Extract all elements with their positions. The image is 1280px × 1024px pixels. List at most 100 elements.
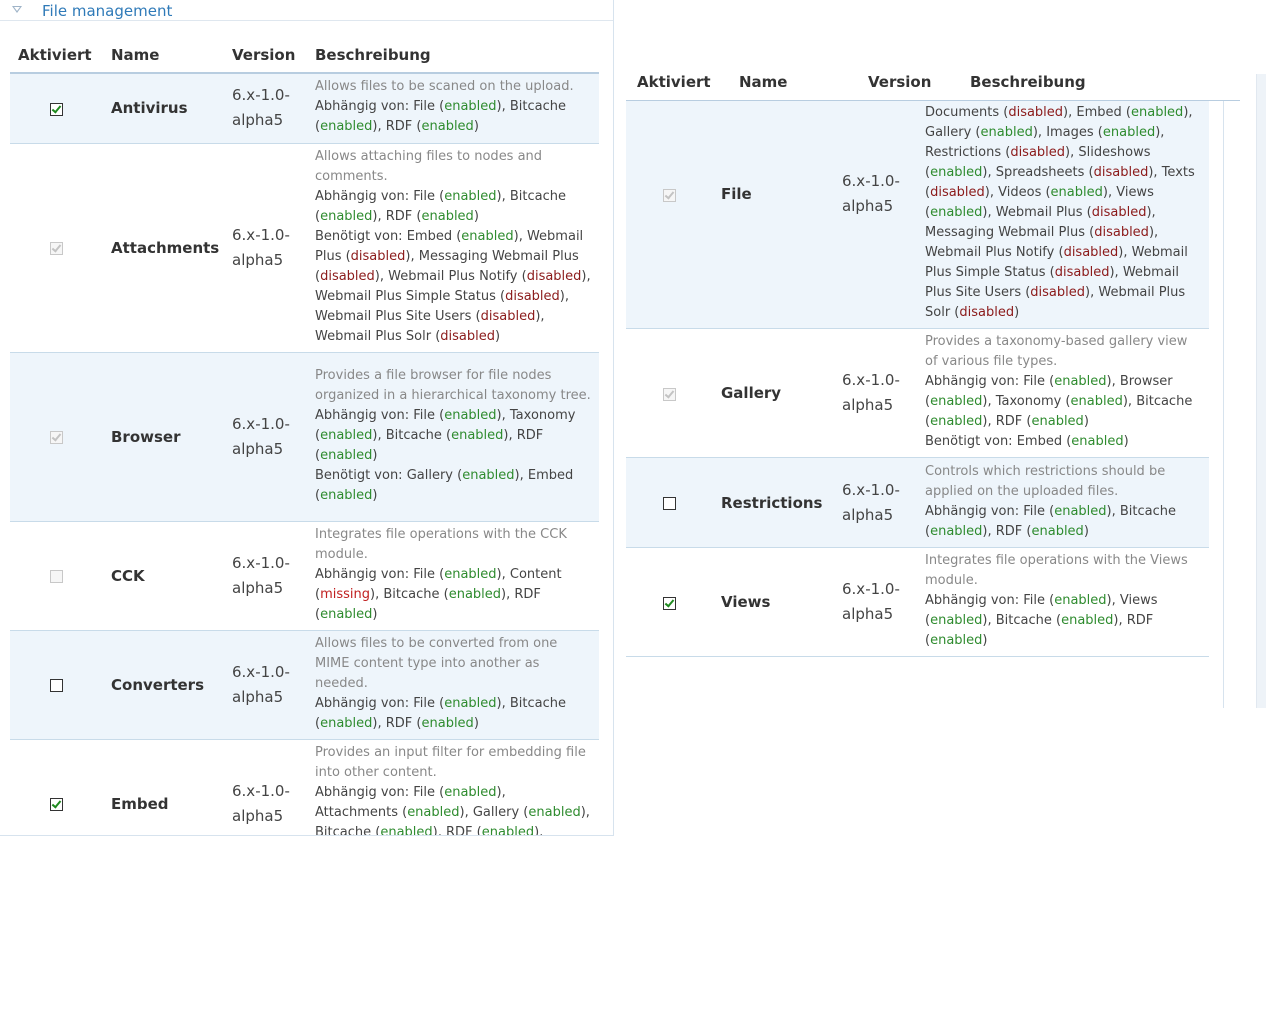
module-checkbox[interactable]: [50, 102, 63, 116]
depends-on-sep: ),: [534, 824, 544, 836]
required-by-module: Webmail Plus Solr (: [925, 285, 1186, 320]
required-by-module: Webmail Plus Site Users (: [315, 308, 481, 324]
depends-on-module: File (: [1023, 503, 1055, 519]
depends-on-status: enabled: [930, 523, 983, 539]
required-by-status: disabled: [1093, 165, 1149, 180]
required-by-sep: ),: [1148, 225, 1159, 240]
depends-on-sep: ),: [982, 523, 996, 539]
required-by-status: disabled: [350, 248, 406, 264]
required-by-sep: ),: [1109, 265, 1123, 280]
depends-on-module: Bitcache (: [995, 613, 1062, 628]
col-header-name[interactable]: Name: [103, 38, 224, 74]
col-header-description[interactable]: Beschreibung: [307, 38, 599, 74]
right-table-header: Aktiviert Name Version Beschreibung: [626, 70, 1240, 101]
module-name: CCK: [103, 521, 224, 631]
depends-on-status: enabled: [444, 695, 497, 711]
depends-on-sep: ): [372, 606, 378, 622]
required-by-module: Videos (: [998, 185, 1051, 200]
fieldset-legend-label[interactable]: File management: [42, 2, 173, 20]
module-checkbox[interactable]: [50, 679, 63, 692]
depends-on-status: enabled: [444, 407, 497, 423]
module-name: Restrictions: [713, 457, 834, 548]
collapse-triangle-icon[interactable]: [12, 6, 22, 13]
module-checkbox: [663, 387, 676, 401]
depends-on-module: Taxonomy (: [315, 407, 576, 443]
col-header-name-right[interactable]: Name: [739, 73, 788, 91]
table-row: Converters 6.x-1.0-alpha5 Allows files to …: [10, 630, 599, 740]
depends-on-label: Abhängig von:: [925, 503, 1024, 519]
depends-on-module: RDF (: [315, 586, 541, 622]
depends-on-sep: ),: [459, 804, 473, 820]
module-checkbox[interactable]: [50, 798, 63, 811]
depends-on-module: File (: [413, 566, 445, 582]
depends-on-sep: ),: [1106, 593, 1120, 608]
col-header-enabled-right[interactable]: Aktiviert: [637, 73, 711, 91]
depends-on-sep: ): [1083, 414, 1089, 429]
module-version: 6.x-1.0-alpha5: [224, 143, 307, 353]
depends-on-status: enabled: [1031, 414, 1084, 429]
required-by-status: disabled: [1010, 145, 1066, 160]
fieldset-legend[interactable]: File management: [0, 0, 613, 21]
depends-on-status: enabled: [1054, 503, 1107, 519]
module-description: Provides a file browser for file nodes o…: [307, 352, 599, 522]
module-checkbox[interactable]: [663, 497, 676, 510]
depends-on-sep: ): [1083, 523, 1089, 539]
required-by-module: Views (: [925, 185, 1154, 220]
depends-on-sep: ): [473, 119, 479, 135]
depends-on-status: enabled: [444, 188, 497, 204]
required-by-sep: ): [495, 328, 501, 344]
module-version: 6.x-1.0-alpha5: [224, 630, 307, 740]
left-module-panel: File management Aktiviert Name Version B…: [0, 0, 614, 836]
depends-on-module: File (: [1023, 374, 1055, 389]
module-checkbox[interactable]: [663, 596, 676, 610]
table-row: Gallery 6.x-1.0-alpha5 Provides a taxonomy…: [626, 328, 1209, 458]
required-by-sep: ),: [984, 185, 999, 200]
col-header-version-right[interactable]: Version: [868, 73, 932, 91]
required-by-sep: ),: [1065, 145, 1079, 160]
depends-on-line: Abhängig von: File (enabled), Content (m…: [315, 565, 591, 625]
col-header-version[interactable]: Version: [224, 38, 307, 74]
enabled-cell: [626, 70, 713, 329]
module-checkbox: [50, 431, 63, 444]
module-version: 6.x-1.0-alpha5: [834, 457, 917, 548]
col-header-enabled[interactable]: Aktiviert: [10, 38, 103, 74]
scrollbar-track[interactable]: [1256, 74, 1266, 708]
depends-on-sep: ),: [496, 99, 510, 115]
enabled-cell: [10, 521, 103, 631]
depends-on-label: Abhängig von:: [315, 188, 414, 204]
required-by-status: enabled: [930, 165, 983, 180]
depends-on-status: enabled: [320, 606, 373, 622]
depends-on-sep: ): [473, 715, 479, 731]
depends-on-status: enabled: [320, 447, 373, 463]
depends-on-status: enabled: [380, 824, 433, 836]
depends-on-sep: ),: [501, 586, 515, 602]
required-by-sep: ),: [1102, 185, 1117, 200]
depends-on-module: Taxonomy (: [995, 394, 1071, 409]
depends-on-status: enabled: [1061, 613, 1114, 628]
depends-on-line: Abhängig von: File (enabled), Views (ena…: [925, 591, 1201, 651]
depends-on-sep: ),: [1113, 613, 1127, 628]
depends-on-module: File (: [413, 188, 445, 204]
required-by-module: Texts (: [925, 165, 1195, 200]
required-by-module: Embed (: [406, 228, 462, 244]
table-row: Restrictions 6.x-1.0-alpha5 Controls which…: [626, 457, 1209, 548]
col-header-description-right[interactable]: Beschreibung: [970, 73, 1086, 91]
required-by-module: Webmail Plus Notify (: [925, 245, 1064, 260]
table-row: Views 6.x-1.0-alpha5 Integrates file opera…: [626, 547, 1209, 657]
module-name: Views: [713, 547, 834, 657]
required-by-module: Spreadsheets (: [995, 165, 1094, 180]
module-description: Allows files to be converted from one MI…: [307, 630, 599, 740]
depends-on-status: enabled: [930, 613, 983, 628]
description-text: Allows files to be converted from one MI…: [315, 635, 558, 691]
module-name: Browser: [103, 352, 224, 522]
module-description: Integrates file operations with the View…: [917, 547, 1209, 657]
required-by-module: Images (: [1046, 125, 1103, 140]
required-by-sep: ),: [1183, 105, 1193, 120]
depends-on-sep: ): [473, 208, 479, 224]
required-by-status: enabled: [930, 205, 983, 220]
required-by-sep: ),: [559, 288, 570, 304]
required-by-module: Slideshows (: [925, 145, 1151, 180]
depends-on-module: Bitcache (: [315, 99, 567, 135]
required-by-line: Benötigt von: Embed (enabled): [925, 432, 1201, 452]
